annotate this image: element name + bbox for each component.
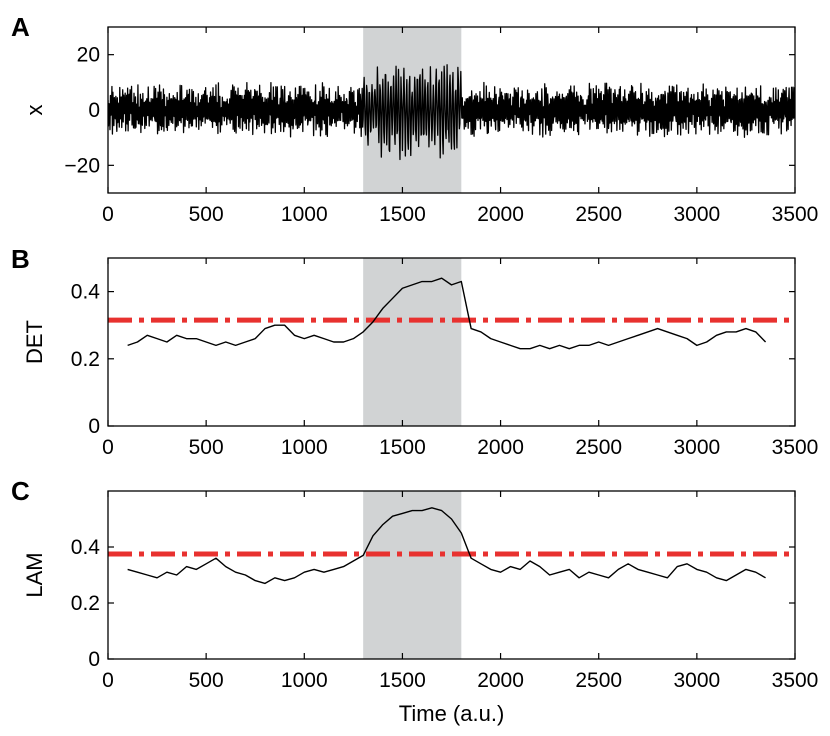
x-tick-label: 500	[189, 203, 224, 226]
y-tick-label: 0.4	[71, 281, 101, 304]
x-tick-label: 3000	[673, 436, 720, 459]
x-tick-label: 2000	[477, 203, 524, 226]
shaded-region	[363, 491, 462, 659]
y-axis-label: x	[22, 105, 47, 116]
x-tick-label: 1500	[379, 669, 426, 692]
x-tick-label: 3500	[772, 203, 819, 226]
x-tick-label: 2500	[575, 669, 622, 692]
y-tick-label: 0.2	[71, 348, 100, 371]
x-tick-label: 3500	[772, 436, 819, 459]
x-tick-label: 2000	[477, 669, 524, 692]
panel-letter: B	[11, 244, 30, 274]
panel-letter: C	[11, 476, 30, 506]
x-axis-label: Time (a.u.)	[399, 701, 505, 726]
x-tick-label: 1500	[379, 203, 426, 226]
plot-frame	[107, 490, 796, 660]
panel-a: 0 500 1000 1500 2000 2500 3000 3500 −20 0 20 x A	[11, 12, 818, 226]
series-line-0	[127, 277, 767, 350]
x-tick-label: 1000	[281, 436, 328, 459]
y-tick-label: 0	[88, 415, 100, 438]
y-tick-label: 0	[88, 99, 100, 122]
panel-b: 0 500 1000 1500 2000 2500 3000 3500 0 0.2 0.4 DET B	[11, 244, 818, 459]
x-tick-label: 500	[189, 669, 224, 692]
y-tick-label: −20	[64, 154, 100, 177]
y-tick-label: 20	[77, 44, 100, 67]
x-tick-label: 1000	[281, 669, 328, 692]
x-tick-label: 0	[102, 436, 114, 459]
y-axis-label: LAM	[22, 552, 47, 597]
x-tick-label: 0	[102, 203, 114, 226]
x-tick-label: 2500	[575, 436, 622, 459]
x-tick-label: 2000	[477, 436, 524, 459]
x-tick-label: 3000	[673, 203, 720, 226]
panel-c: 0 500 1000 1500 2000 2500 3000 3500 0 0.2 0.4 LAM Ti…	[11, 476, 818, 726]
x-tick-label: 3000	[673, 669, 720, 692]
x-tick-label: 2500	[575, 203, 622, 226]
y-tick-label: 0.2	[71, 592, 100, 615]
x-tick-label: 500	[189, 436, 224, 459]
series-line-0	[108, 64, 795, 161]
x-tick-label: 3500	[772, 669, 819, 692]
series-line-0	[127, 507, 766, 585]
shaded-region	[363, 258, 462, 426]
y-tick-label: 0	[88, 648, 100, 671]
x-tick-label: 1500	[379, 436, 426, 459]
x-tick-label: 0	[102, 669, 114, 692]
panel-letter: A	[11, 12, 30, 42]
x-tick-label: 1000	[281, 203, 328, 226]
y-tick-label: 0.4	[71, 536, 101, 559]
plot-frame	[107, 257, 796, 427]
y-axis-label: DET	[22, 320, 47, 364]
